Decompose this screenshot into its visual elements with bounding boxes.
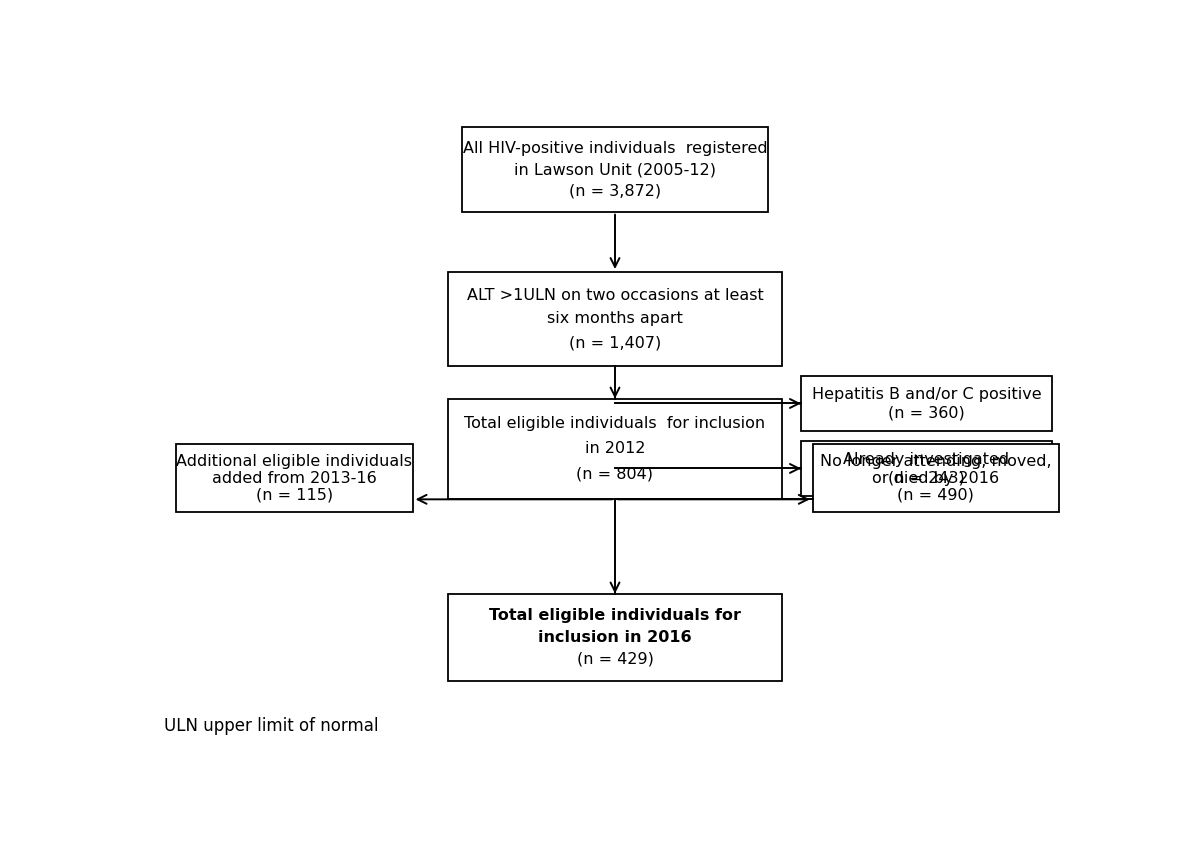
Text: ALT >1ULN on two occasions at least: ALT >1ULN on two occasions at least [467,288,763,303]
Text: (n = 243): (n = 243) [888,470,965,485]
Text: in 2012: in 2012 [584,441,646,457]
FancyBboxPatch shape [448,593,782,681]
Text: All HIV-positive individuals  registered: All HIV-positive individuals registered [463,141,767,156]
Text: Hepatitis B and/or C positive: Hepatitis B and/or C positive [811,387,1042,402]
Text: or died by 2016: or died by 2016 [872,471,1000,485]
FancyBboxPatch shape [448,272,782,366]
Text: Additional eligible individuals: Additional eligible individuals [176,454,412,468]
Text: No longer attending, moved,: No longer attending, moved, [820,454,1051,468]
Text: added from 2013-16: added from 2013-16 [211,471,377,485]
Text: (n = 490): (n = 490) [898,488,974,503]
Text: (n = 360): (n = 360) [888,405,965,420]
Text: inclusion in 2016: inclusion in 2016 [538,630,692,645]
Text: (n = 3,872): (n = 3,872) [569,183,661,198]
FancyBboxPatch shape [175,444,413,512]
Text: (n = 1,407): (n = 1,407) [569,335,661,350]
Text: (n = 429): (n = 429) [576,652,654,667]
Text: Total eligible individuals  for inclusion: Total eligible individuals for inclusion [464,416,766,431]
Text: (n = 115): (n = 115) [256,488,332,503]
FancyBboxPatch shape [448,398,782,500]
Text: Total eligible individuals for: Total eligible individuals for [490,608,742,623]
FancyBboxPatch shape [802,376,1052,431]
Text: six months apart: six months apart [547,311,683,327]
Text: (n = 804): (n = 804) [576,467,654,482]
Text: Already investigated: Already investigated [844,452,1009,467]
FancyBboxPatch shape [802,441,1052,496]
FancyBboxPatch shape [812,444,1060,512]
Text: in Lawson Unit (2005-12): in Lawson Unit (2005-12) [514,162,716,177]
FancyBboxPatch shape [462,127,768,212]
Text: ULN upper limit of normal: ULN upper limit of normal [164,717,378,735]
